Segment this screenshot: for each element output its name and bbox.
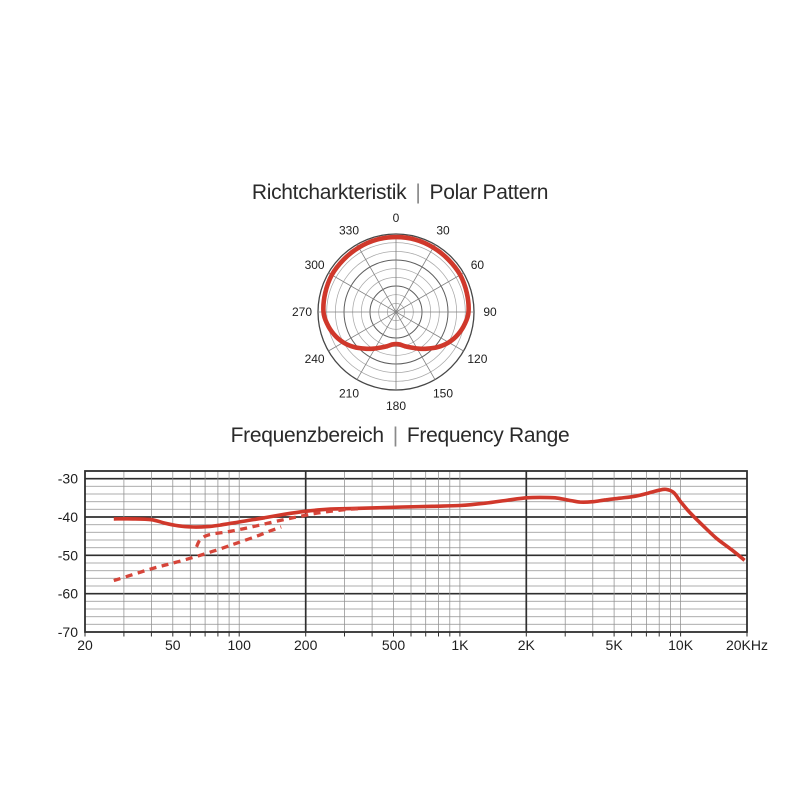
polar-spoke [356, 244, 436, 380]
polar-grid [317, 233, 475, 391]
title-separator: | [415, 181, 421, 204]
x-axis-label: 500 [382, 637, 406, 653]
x-axis-label: 10K [668, 637, 694, 653]
response-dashed-upper-curve [194, 506, 360, 548]
y-axis-label: -60 [58, 586, 78, 602]
x-axis-label: 20KHz [726, 637, 768, 653]
y-axis-label: -50 [58, 547, 78, 563]
polar-angle-label: 90 [483, 305, 497, 319]
x-axis-label: 5K [606, 637, 624, 653]
polar-angle-label: 270 [292, 305, 312, 319]
response-solid-curve [113, 487, 746, 562]
polar-angle-label: 330 [339, 224, 359, 238]
x-axis-label: 100 [228, 637, 252, 653]
polar-angle-labels: 0 30 60 90 120 150 180 210 240 270 300 330 [292, 211, 497, 413]
response-dashed-lower-curve [113, 525, 282, 583]
freq-grid [85, 471, 747, 632]
polar-title-de: Richtcharkteristik [251, 181, 407, 204]
polar-angle-label: 0 [393, 211, 400, 225]
polar-angle-label: 30 [436, 224, 450, 238]
x-axis-ticks [84, 632, 748, 637]
frequency-section-title: Frequenzbereich | Frequency Range [0, 424, 800, 448]
x-axis-label: 20 [77, 637, 93, 653]
freq-title-de: Frequenzbereich [230, 424, 384, 447]
polar-angle-label: 210 [339, 386, 359, 400]
x-axis-label: 200 [294, 637, 318, 653]
x-axis-label: 2K [518, 637, 536, 653]
polar-title-en: Polar Pattern [429, 181, 549, 204]
freq-title-en: Frequency Range [406, 424, 570, 447]
polar-angle-label: 300 [305, 258, 325, 272]
polar-pattern-chart: 0 30 60 90 120 150 180 210 240 270 300 330 [292, 211, 497, 413]
polar-angle-label: 150 [433, 386, 453, 400]
y-axis-label: -70 [58, 624, 78, 640]
y-axis-labels: -30 -40 -50 -60 -70 [58, 471, 78, 640]
y-axis-label: -30 [58, 471, 78, 487]
title-separator: | [392, 424, 398, 447]
polar-angle-label: 240 [305, 352, 325, 366]
polar-angle-label: 60 [471, 258, 485, 272]
polar-angle-label: 120 [467, 352, 487, 366]
plot-border [84, 470, 748, 633]
x-axis-labels: 20 50 100 200 500 1K 2K 5K 10K 20KHz [77, 637, 768, 653]
x-axis-label: 1K [451, 637, 469, 653]
cardioid-curve [321, 234, 471, 352]
x-axis-label: 50 [165, 637, 181, 653]
polar-angle-label: 180 [386, 399, 406, 413]
polar-section-title: Richtcharkteristik | Polar Pattern [0, 181, 800, 205]
y-axis-label: -40 [58, 509, 78, 525]
